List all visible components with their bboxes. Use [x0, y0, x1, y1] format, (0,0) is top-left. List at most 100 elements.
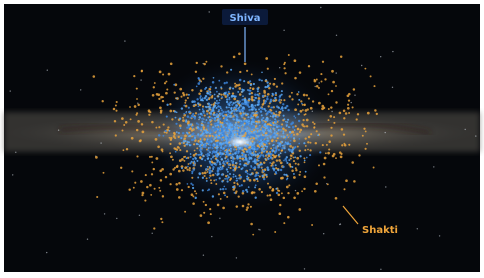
background-star	[465, 129, 466, 130]
orange-star	[198, 93, 201, 96]
orange-star	[297, 163, 299, 165]
blue-star	[234, 124, 236, 126]
blue-star	[265, 134, 267, 136]
orange-star	[145, 174, 147, 176]
blue-star	[193, 104, 195, 106]
blue-star	[248, 131, 250, 133]
blue-star	[218, 102, 220, 104]
background-star	[385, 186, 386, 187]
background-star	[315, 86, 316, 87]
blue-star	[305, 171, 307, 173]
blue-star	[192, 128, 194, 130]
orange-star	[183, 156, 185, 158]
orange-star	[159, 190, 161, 192]
blue-star	[219, 161, 221, 163]
blue-star	[235, 134, 238, 137]
blue-star	[236, 110, 238, 112]
background-star	[304, 268, 305, 269]
background-star	[361, 65, 362, 66]
blue-star	[278, 107, 280, 109]
blue-star	[200, 131, 202, 133]
blue-star	[224, 150, 226, 152]
blue-star	[202, 124, 204, 126]
blue-star	[198, 172, 201, 175]
orange-star	[333, 122, 335, 124]
blue-star	[227, 148, 229, 150]
blue-star	[267, 168, 270, 171]
blue-star	[208, 106, 210, 108]
blue-star	[271, 112, 273, 114]
blue-star	[285, 135, 287, 137]
blue-star	[267, 153, 269, 155]
orange-star	[175, 183, 178, 186]
orange-star	[115, 134, 117, 136]
blue-star	[246, 175, 248, 177]
orange-star	[232, 92, 234, 94]
orange-star	[238, 195, 240, 197]
orange-star	[314, 79, 316, 81]
orange-star	[275, 94, 277, 96]
blue-star	[245, 157, 248, 160]
blue-star	[219, 166, 221, 168]
orange-star	[291, 170, 294, 173]
blue-star	[255, 109, 257, 111]
blue-star	[275, 133, 277, 135]
orange-star	[234, 83, 236, 85]
orange-star	[184, 135, 187, 138]
orange-star	[247, 203, 249, 205]
blue-star	[289, 143, 291, 145]
blue-star	[217, 95, 219, 97]
blue-star	[175, 117, 177, 119]
orange-star	[250, 223, 253, 226]
orange-star	[181, 189, 183, 191]
orange-star	[137, 120, 140, 123]
blue-star	[193, 138, 195, 140]
orange-star	[328, 140, 331, 143]
background-star	[211, 236, 212, 237]
orange-star	[341, 144, 343, 146]
orange-star	[178, 170, 181, 173]
shiva-label: Shiva	[229, 13, 260, 24]
orange-star	[280, 177, 283, 180]
orange-star	[373, 85, 375, 87]
orange-star	[296, 93, 298, 95]
blue-star	[280, 169, 282, 171]
blue-star	[286, 105, 288, 107]
orange-star	[275, 167, 277, 169]
blue-star	[216, 125, 218, 127]
blue-star	[215, 179, 217, 181]
blue-star	[211, 131, 213, 133]
orange-star	[294, 108, 297, 111]
orange-star	[303, 94, 306, 97]
orange-star	[162, 151, 164, 153]
blue-star	[309, 154, 311, 156]
orange-star	[195, 112, 197, 114]
blue-star	[231, 111, 233, 113]
blue-star	[216, 91, 218, 93]
orange-star	[365, 130, 367, 132]
orange-star	[121, 117, 124, 120]
blue-star	[228, 98, 230, 100]
orange-star	[136, 88, 138, 90]
orange-star	[272, 189, 275, 192]
blue-star	[291, 166, 293, 168]
blue-star	[181, 167, 183, 169]
orange-star	[313, 127, 315, 129]
blue-star	[204, 159, 206, 161]
orange-star	[333, 116, 335, 118]
blue-star	[188, 135, 190, 137]
blue-star	[275, 128, 277, 130]
blue-star	[254, 166, 257, 169]
blue-star	[203, 112, 205, 114]
blue-star	[193, 116, 195, 118]
orange-star	[293, 157, 295, 159]
blue-star	[201, 97, 203, 99]
blue-star	[190, 156, 192, 158]
orange-star	[322, 61, 324, 63]
blue-star	[220, 147, 222, 149]
orange-star	[252, 234, 254, 236]
blue-star	[228, 163, 231, 166]
blue-star	[243, 126, 245, 128]
orange-star	[351, 161, 354, 164]
orange-star	[155, 127, 157, 129]
